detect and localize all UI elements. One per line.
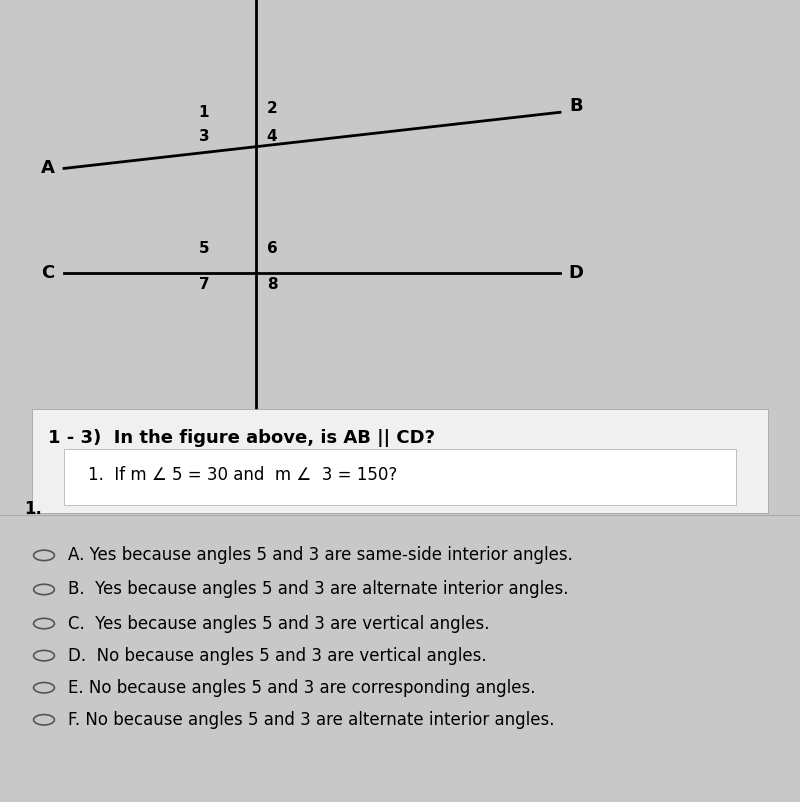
- Text: B: B: [569, 97, 583, 115]
- Text: F. No because angles 5 and 3 are alternate interior angles.: F. No because angles 5 and 3 are alterna…: [68, 711, 554, 729]
- Text: D: D: [569, 264, 583, 282]
- Text: 8: 8: [266, 277, 278, 292]
- Text: B.  Yes because angles 5 and 3 are alternate interior angles.: B. Yes because angles 5 and 3 are altern…: [68, 581, 569, 598]
- Text: C: C: [42, 264, 54, 282]
- Text: E: E: [250, 432, 262, 450]
- Text: 3: 3: [198, 129, 210, 144]
- Text: 5: 5: [198, 241, 210, 256]
- Text: E. No because angles 5 and 3 are corresponding angles.: E. No because angles 5 and 3 are corresp…: [68, 678, 535, 697]
- Text: D.  No because angles 5 and 3 are vertical angles.: D. No because angles 5 and 3 are vertica…: [68, 646, 486, 665]
- Text: 1.  If m ∠ 5 = 30 and  m ∠  3 = 150?: 1. If m ∠ 5 = 30 and m ∠ 3 = 150?: [88, 466, 398, 484]
- Text: A. Yes because angles 5 and 3 are same-side interior angles.: A. Yes because angles 5 and 3 are same-s…: [68, 546, 573, 565]
- FancyBboxPatch shape: [64, 449, 736, 505]
- Text: 1 - 3)  In the figure above, is AB || CD?: 1 - 3) In the figure above, is AB || CD?: [48, 429, 435, 447]
- FancyBboxPatch shape: [32, 409, 768, 513]
- Text: C.  Yes because angles 5 and 3 are vertical angles.: C. Yes because angles 5 and 3 are vertic…: [68, 614, 490, 633]
- Text: 4: 4: [266, 129, 278, 144]
- Text: A: A: [41, 160, 55, 177]
- Text: 2: 2: [266, 101, 278, 115]
- Text: 1.: 1.: [24, 500, 42, 518]
- Text: 1: 1: [198, 105, 210, 119]
- Text: 6: 6: [266, 241, 278, 256]
- Text: 7: 7: [198, 277, 210, 292]
